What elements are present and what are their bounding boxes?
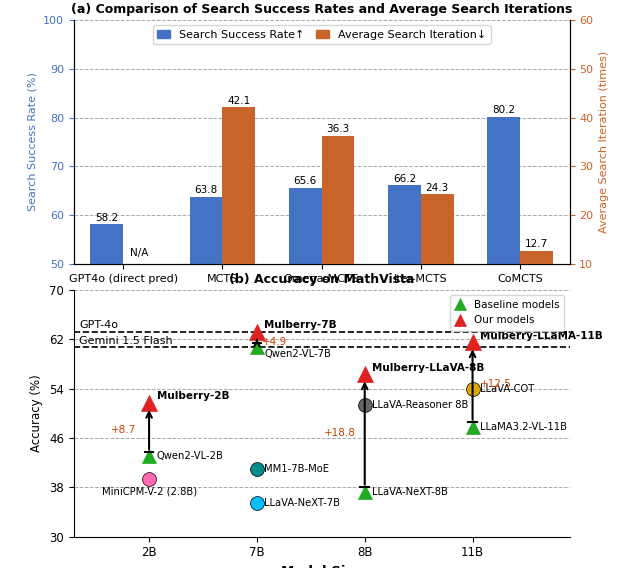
- Legend: Search Success Rate↑, Average Search Iteration↓: Search Success Rate↑, Average Search Ite…: [152, 26, 491, 44]
- Bar: [189, 197, 223, 508]
- Y-axis label: Search Success Rate (%): Search Success Rate (%): [28, 73, 37, 211]
- Text: 42.1: 42.1: [227, 96, 250, 106]
- Text: +18.8: +18.8: [324, 428, 356, 438]
- Text: Qwen2-VL-2B: Qwen2-VL-2B: [157, 452, 223, 461]
- Text: LLaVA-COT: LLaVA-COT: [480, 383, 534, 394]
- Text: 66.2: 66.2: [393, 173, 416, 183]
- Text: 58.2: 58.2: [95, 212, 118, 223]
- Text: Mulberry-LLaVA-8B: Mulberry-LLaVA-8B: [372, 363, 484, 373]
- Text: LLaVA-NeXT-7B: LLaVA-NeXT-7B: [264, 498, 340, 508]
- Bar: [322, 136, 355, 313]
- Text: 12.7: 12.7: [525, 240, 548, 249]
- Text: Qwen2-VL-7B: Qwen2-VL-7B: [264, 349, 332, 359]
- Text: Mulberry-7B: Mulberry-7B: [264, 320, 337, 331]
- Text: Gemini 1.5 Flash: Gemini 1.5 Flash: [79, 336, 173, 346]
- Text: Mulberry-LLaMA-11B: Mulberry-LLaMA-11B: [480, 331, 603, 341]
- Text: Mulberry-2B: Mulberry-2B: [157, 391, 229, 402]
- Bar: [90, 224, 124, 508]
- Legend: Baseline models, Our models: Baseline models, Our models: [450, 295, 564, 331]
- Bar: [487, 116, 520, 508]
- Bar: [388, 185, 421, 508]
- Text: N/A: N/A: [131, 248, 148, 258]
- Text: 80.2: 80.2: [492, 105, 515, 115]
- Text: MiniCPM-V-2 (2.8B): MiniCPM-V-2 (2.8B): [102, 486, 196, 496]
- Bar: [520, 251, 553, 313]
- Bar: [421, 194, 454, 313]
- Title: (a) Comparison of Search Success Rates and Average Search Iterations: (a) Comparison of Search Success Rates a…: [71, 3, 572, 16]
- Text: LLaMA3.2-VL-11B: LLaMA3.2-VL-11B: [480, 422, 567, 432]
- Text: +12.5: +12.5: [480, 379, 512, 390]
- Text: GPT-4o: GPT-4o: [79, 320, 118, 330]
- Text: 36.3: 36.3: [326, 124, 349, 134]
- X-axis label: Model Size: Model Size: [281, 565, 362, 568]
- Text: LLaVA-NeXT-8B: LLaVA-NeXT-8B: [372, 487, 448, 496]
- Title: (b) Accuracy on MathVista: (b) Accuracy on MathVista: [229, 273, 414, 286]
- Text: MM1-7B-MoE: MM1-7B-MoE: [264, 465, 330, 474]
- Text: 63.8: 63.8: [195, 185, 218, 195]
- Text: 24.3: 24.3: [426, 183, 449, 193]
- Bar: [223, 107, 255, 313]
- Text: LLaVA-Reasoner 8B: LLaVA-Reasoner 8B: [372, 399, 468, 410]
- Y-axis label: Average Search Iteration (times): Average Search Iteration (times): [599, 51, 609, 233]
- Text: +4.9: +4.9: [262, 337, 287, 348]
- Y-axis label: Accuracy (%): Accuracy (%): [30, 374, 44, 452]
- Text: 65.6: 65.6: [294, 177, 317, 186]
- Text: +8.7: +8.7: [111, 425, 136, 435]
- Bar: [289, 188, 322, 508]
